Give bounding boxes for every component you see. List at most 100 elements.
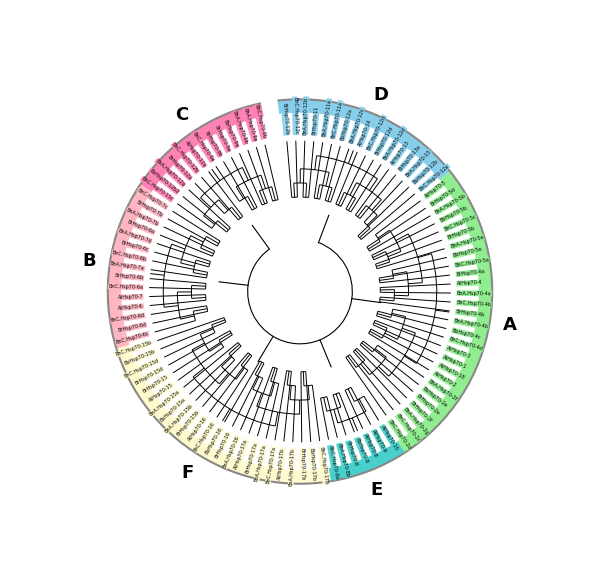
Text: BnC.Hsp70-9b: BnC.Hsp70-9b: [253, 104, 266, 139]
Text: BnA.Hsp70-4a: BnA.Hsp70-4a: [457, 290, 492, 296]
Text: BoHsp70-15a: BoHsp70-15a: [159, 396, 187, 423]
Text: BnA.Hsp70-15b: BnA.Hsp70-15b: [163, 403, 193, 434]
Text: BnC.Hsp70-2c: BnC.Hsp70-2c: [395, 413, 421, 444]
Text: BrHsp70-2f: BrHsp70-2f: [409, 401, 433, 424]
Text: BrHsp70-5b: BrHsp70-5b: [447, 226, 476, 240]
Text: BoHsp70-5b: BoHsp70-5b: [439, 205, 468, 223]
Text: BnA.Hsp70-5b: BnA.Hsp70-5b: [434, 193, 467, 215]
Text: BoHsp70-12a: BoHsp70-12a: [340, 108, 353, 141]
Text: BnA.Hsp70-12b: BnA.Hsp70-12b: [302, 97, 309, 135]
Text: BnA.Hsp70-5a: BnA.Hsp70-5a: [450, 235, 485, 250]
Text: BnC.Hsp70-12d: BnC.Hsp70-12d: [366, 115, 387, 151]
Text: B: B: [83, 252, 96, 270]
Text: AtHsp70-12a: AtHsp70-12a: [184, 140, 207, 168]
Text: AtHsp70-7: AtHsp70-7: [118, 294, 143, 300]
Text: AtHsp70-2: AtHsp70-2: [433, 371, 457, 388]
Text: BnA.Hsp70-12c: BnA.Hsp70-12c: [349, 107, 365, 144]
Text: BnC.Hsp70-15b: BnC.Hsp70-15b: [115, 340, 152, 357]
Text: BnA.Hsp70-7b: BnA.Hsp70-7b: [125, 207, 159, 226]
Text: BrHsp70-6d: BrHsp70-6d: [118, 322, 147, 333]
Text: BrHsp70-5d: BrHsp70-5d: [430, 187, 457, 207]
Text: BnA.Hsp70-2g: BnA.Hsp70-2g: [403, 407, 430, 437]
Text: BnA.Hsp70-9b: BnA.Hsp70-9b: [232, 111, 248, 145]
Text: BnC.Hsp70-6b: BnC.Hsp70-6b: [112, 250, 147, 262]
Text: BnC.Hsp70-12e: BnC.Hsp70-12e: [418, 163, 450, 192]
Wedge shape: [398, 171, 492, 452]
Text: BoHsp70-5a: BoHsp70-5a: [452, 247, 482, 258]
Text: BnC.Hsp70-6a: BnC.Hsp70-6a: [108, 284, 143, 290]
Wedge shape: [108, 184, 152, 349]
Text: AtHsp70-9: AtHsp70-9: [371, 429, 388, 454]
Text: BnC.Hsp70-2d: BnC.Hsp70-2d: [388, 419, 412, 451]
Text: BrHsp70-17b: BrHsp70-17b: [299, 448, 305, 481]
Text: BnC.Hsp70-8a: BnC.Hsp70-8a: [327, 445, 339, 480]
Text: BrHsp70-4b: BrHsp70-4b: [455, 309, 485, 318]
Text: BnA.Hsp70-11a: BnA.Hsp70-11a: [321, 99, 332, 136]
Text: BnA.Hsp70-13: BnA.Hsp70-13: [405, 149, 432, 178]
Text: BnC.Hsp70-17a: BnC.Hsp70-17a: [265, 446, 277, 484]
Text: BrHsp70-4a: BrHsp70-4a: [456, 269, 485, 277]
Text: BnC.Hsp70-6d: BnC.Hsp70-6d: [110, 313, 145, 323]
Text: AtHsp70-13: AtHsp70-13: [390, 139, 411, 166]
Text: BrHsp70-13a: BrHsp70-13a: [398, 144, 422, 172]
Text: BrHsp70-12a: BrHsp70-12a: [167, 154, 193, 181]
Text: BoHsp70-8: BoHsp70-8: [355, 437, 368, 464]
Text: BoHsp70-15b: BoHsp70-15b: [124, 349, 156, 366]
Text: BnA.Hsp70-9a: BnA.Hsp70-9a: [242, 107, 257, 142]
Text: BnA.Hsp70-7a: BnA.Hsp70-7a: [110, 261, 145, 271]
Text: BnC.Hsp70-12c: BnC.Hsp70-12c: [292, 97, 298, 135]
Text: BnA.Hsp70-4b: BnA.Hsp70-4b: [454, 318, 489, 330]
Text: BnC.Hsp70-15d: BnC.Hsp70-15d: [124, 357, 160, 379]
Text: BnA.Hsp70-12a: BnA.Hsp70-12a: [155, 158, 186, 187]
Text: BrHsp70-12d: BrHsp70-12d: [374, 125, 394, 156]
Text: AtHsp70-8: AtHsp70-8: [363, 433, 378, 459]
Text: BrHsp70-2e: BrHsp70-2e: [416, 394, 441, 417]
Text: BrHsp70-6a: BrHsp70-6a: [127, 220, 155, 235]
Text: BnA.Hsp70-16: BnA.Hsp70-16: [222, 435, 241, 469]
Text: AtHsp70-4: AtHsp70-4: [457, 280, 482, 286]
Text: BoHsp70-12b2: BoHsp70-12b2: [148, 168, 179, 195]
Text: BoHsp70-12b: BoHsp70-12b: [412, 158, 439, 185]
Wedge shape: [329, 441, 405, 481]
Text: D: D: [373, 86, 388, 104]
Text: BnA.Hsp70-12d: BnA.Hsp70-12d: [382, 126, 407, 160]
Text: AtHsp70-18: AtHsp70-18: [437, 363, 466, 381]
Text: BoHsp70-2e: BoHsp70-2e: [422, 387, 449, 409]
Text: AtHsp70-17a: AtHsp70-17a: [233, 438, 249, 470]
Text: BrHsp70-6c: BrHsp70-6c: [120, 241, 149, 253]
Text: BnA.Hsp70-8b: BnA.Hsp70-8b: [337, 443, 350, 478]
Text: BnC.Hsp70-15c: BnC.Hsp70-15c: [140, 176, 174, 202]
Text: AtHsp70-10: AtHsp70-10: [380, 424, 399, 451]
Text: BnC.Hsp70-7c: BnC.Hsp70-7c: [137, 187, 169, 210]
Text: BnA.Hsp70-7d: BnA.Hsp70-7d: [118, 228, 152, 244]
Text: BrHsp70-8: BrHsp70-8: [346, 440, 358, 466]
Text: BnA.Hsp70-17b: BnA.Hsp70-17b: [288, 448, 295, 486]
Wedge shape: [278, 99, 450, 180]
Text: AtHsp70-17b: AtHsp70-17b: [277, 447, 286, 480]
Text: A: A: [503, 316, 517, 334]
Text: BrHsp70-16: BrHsp70-16: [214, 431, 232, 459]
Text: BoHsp70-9a: BoHsp70-9a: [223, 120, 239, 149]
Text: BnC.Hsp70-11a: BnC.Hsp70-11a: [331, 100, 343, 139]
Text: BoHsp70-16: BoHsp70-16: [204, 426, 224, 455]
Text: AtHsp70-14: AtHsp70-14: [357, 118, 373, 147]
Text: BrHsp70-6b: BrHsp70-6b: [115, 273, 144, 280]
Text: BnA.Hsp70-2f: BnA.Hsp70-2f: [428, 379, 458, 402]
Text: BnC.Hsp70-17b: BnC.Hsp70-17b: [318, 447, 328, 485]
Text: BrHsp70-7b: BrHsp70-7b: [136, 199, 164, 218]
Wedge shape: [140, 103, 264, 192]
Text: BnC.Hsp70-5c: BnC.Hsp70-5c: [443, 213, 477, 231]
Text: BrHsp70-9b: BrHsp70-9b: [203, 130, 223, 157]
Text: BnC.Hsp70-4b: BnC.Hsp70-4b: [457, 300, 491, 307]
Text: AtHsp70-1: AtHsp70-1: [442, 354, 467, 370]
Text: F: F: [182, 463, 194, 482]
Text: BrHsp70-15b: BrHsp70-15b: [176, 410, 200, 437]
Text: BnC.Hsp70-16: BnC.Hsp70-16: [192, 421, 215, 453]
Text: AtHsp70-16: AtHsp70-16: [187, 416, 208, 442]
Text: BrHsp70-17a: BrHsp70-17a: [244, 441, 258, 473]
Text: BoHsp70-4c: BoHsp70-4c: [452, 328, 481, 340]
Text: BrHsp70-15: BrHsp70-15: [142, 374, 169, 394]
Text: BrHsp70-12b: BrHsp70-12b: [281, 103, 289, 135]
Text: BrHsp70-9a: BrHsp70-9a: [213, 125, 231, 153]
Text: AtHsp70-6: AtHsp70-6: [118, 304, 144, 311]
